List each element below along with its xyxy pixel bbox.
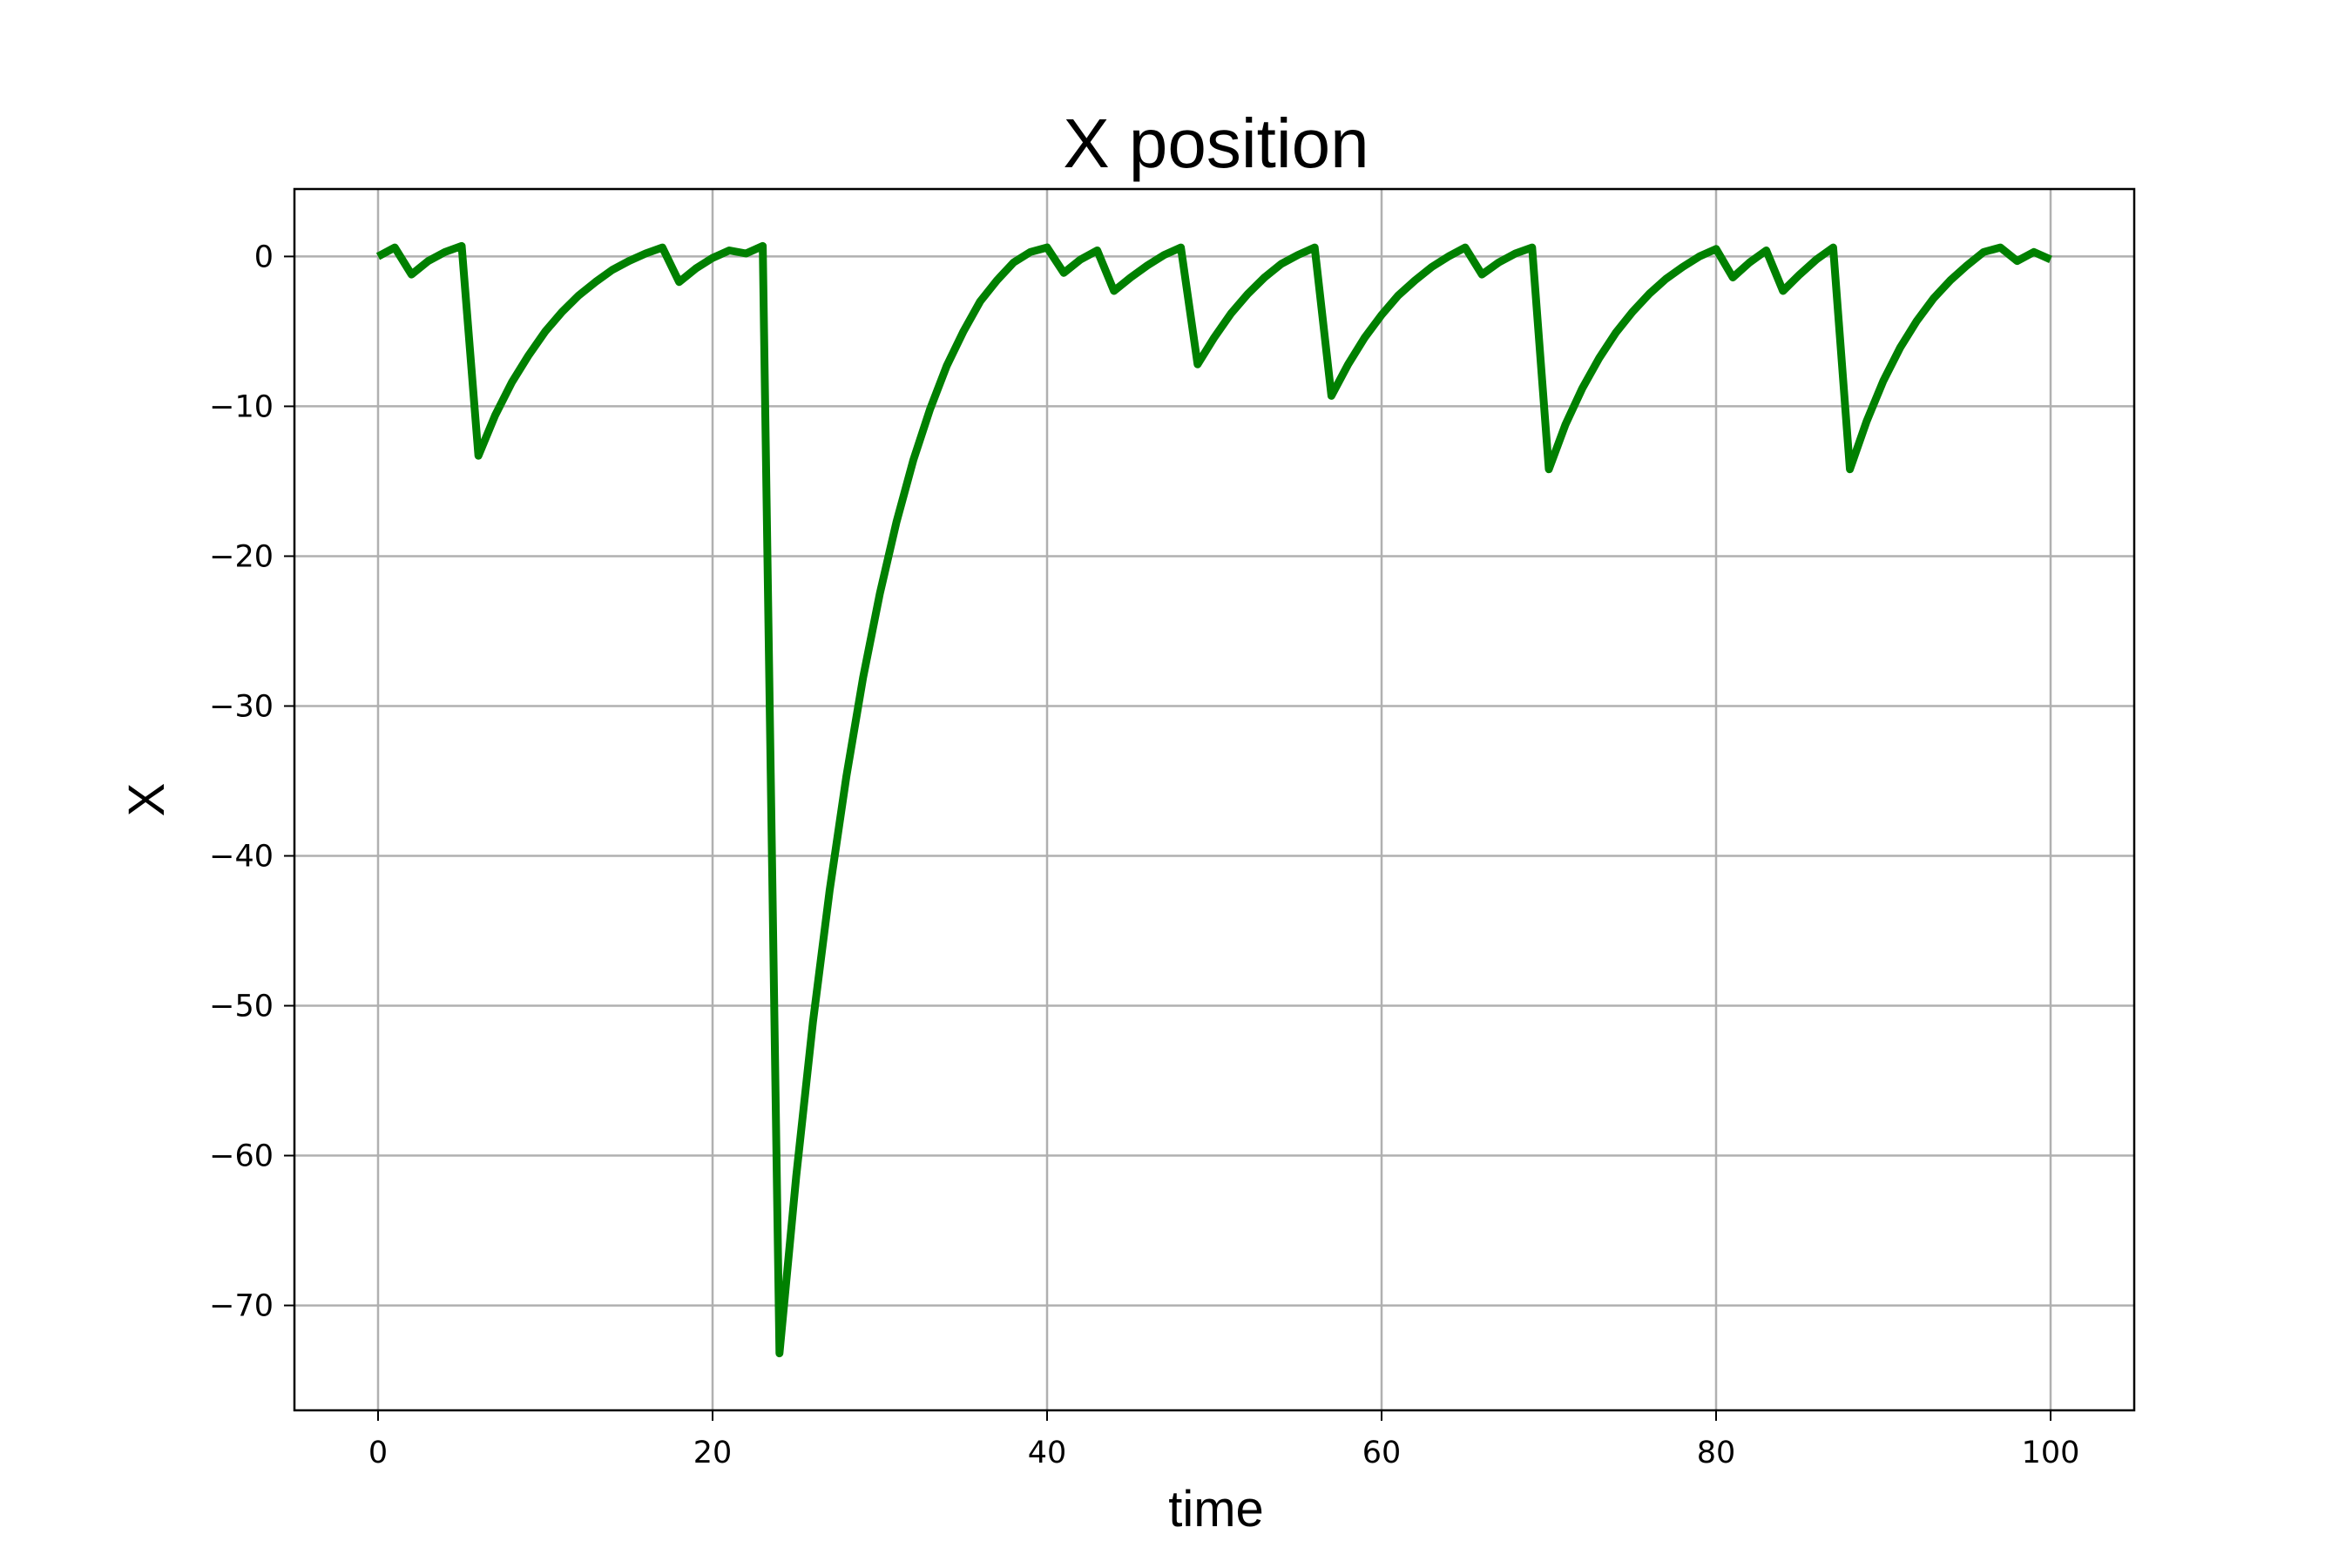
y-tick-label: −30	[209, 689, 274, 724]
x-tick-label: 20	[693, 1436, 733, 1470]
grid	[294, 189, 2134, 1410]
x-tick-label: 40	[1028, 1436, 1067, 1470]
x-tick-label: 0	[368, 1436, 388, 1470]
y-tick-label: −70	[209, 1289, 274, 1324]
y-tick-label: −60	[209, 1139, 274, 1174]
plot-area	[294, 189, 2134, 1410]
y-tick-label: −20	[209, 539, 274, 574]
y-axis-label: X	[118, 783, 175, 817]
y-tick-label: −40	[209, 840, 274, 875]
x-tick-label: 100	[2022, 1436, 2080, 1470]
ticks: 0 20 40 60 80 100 0 −10 −20 −30 −40 −50 −60 −70	[209, 240, 2079, 1470]
series-layer	[375, 241, 2052, 1358]
y-tick-label: −10	[209, 389, 274, 424]
series-line	[375, 241, 2052, 1358]
x-tick-label: 80	[1697, 1436, 1736, 1470]
x-tick-label: 60	[1362, 1436, 1402, 1470]
plot-frame	[293, 187, 2136, 1412]
y-tick-label: 0	[254, 240, 274, 274]
chart-title: X position	[1063, 105, 1369, 182]
y-tick-label: −50	[209, 990, 274, 1024]
x-axis-label: time	[1168, 1481, 1264, 1538]
